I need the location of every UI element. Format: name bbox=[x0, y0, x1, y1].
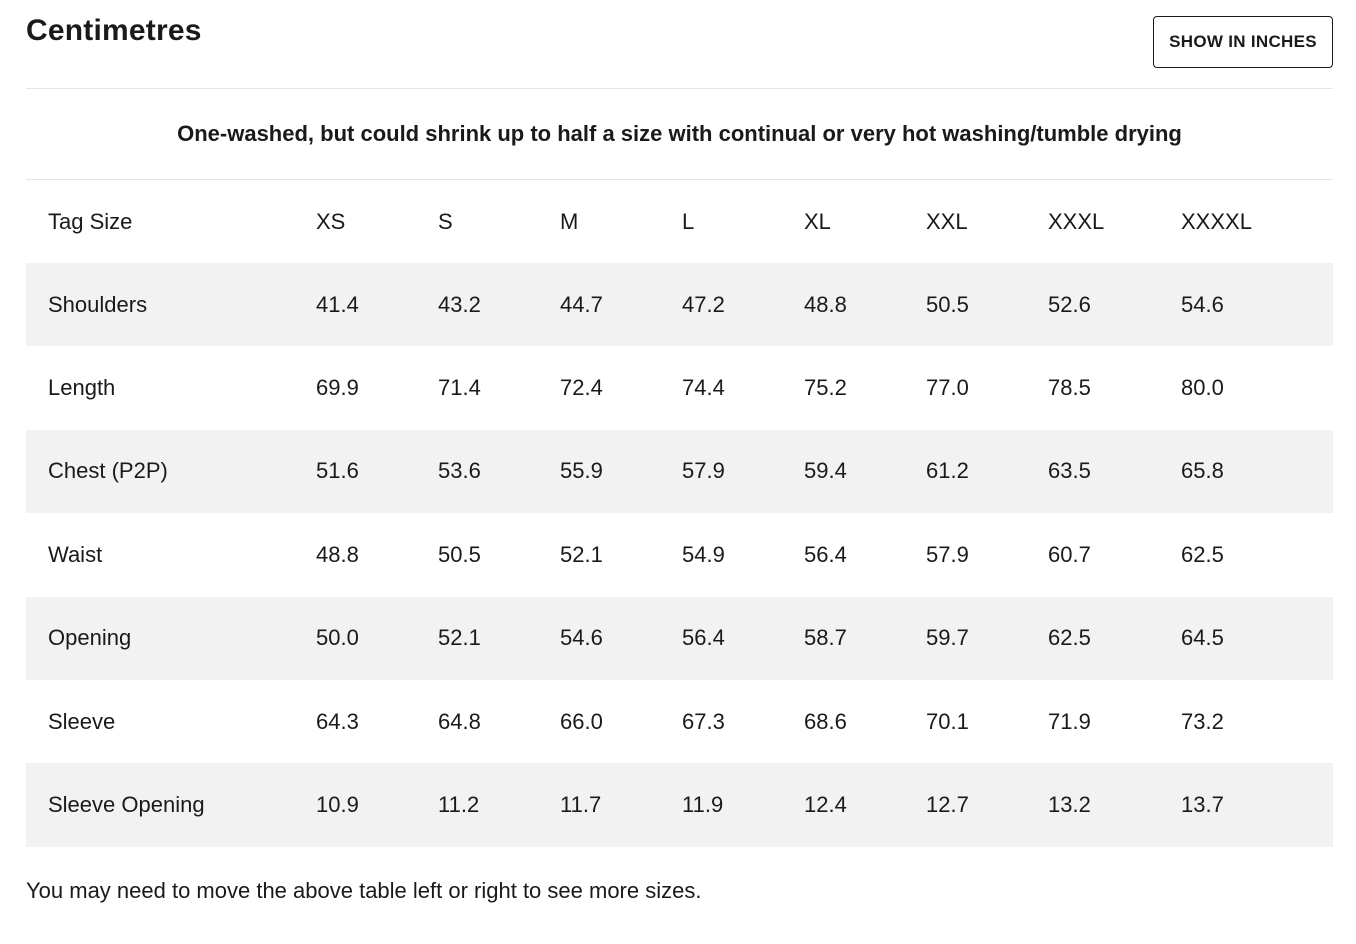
measurement-value: 11.7 bbox=[560, 792, 602, 818]
measurement-value: 13.2 bbox=[1048, 792, 1091, 818]
measurement-label: Waist bbox=[48, 541, 103, 567]
measurement-value: 60.7 bbox=[1048, 541, 1091, 567]
measurement-value: 62.5 bbox=[1048, 625, 1091, 651]
size-table-body: Shoulders 41.4 43.2 44.7 47.2 48.8 50.5 52.6 54.… bbox=[26, 263, 1333, 847]
size-header-cell: L bbox=[682, 208, 695, 234]
table-row: Opening 50.0 52.1 54.6 56.4 58.7 59.7 62.5 64.5 bbox=[26, 596, 1333, 680]
size-header-row: Tag Size XS S M L XL XXL XXXL XXXXL bbox=[26, 180, 1333, 263]
measurement-value: 64.5 bbox=[1181, 625, 1224, 651]
measurement-value: 71.9 bbox=[1048, 708, 1091, 734]
measurement-value: 13.7 bbox=[1181, 792, 1224, 818]
table-row: Length 69.9 71.4 72.4 74.4 75.2 77.0 78.5 80.0 bbox=[26, 346, 1333, 429]
measurement-value: 64.8 bbox=[438, 708, 481, 734]
measurement-value: 66.0 bbox=[560, 708, 603, 734]
measurement-value: 44.7 bbox=[560, 291, 603, 317]
measurement-value: 11.2 bbox=[438, 792, 480, 818]
measurement-value: 69.9 bbox=[316, 375, 359, 401]
measurement-value: 12.4 bbox=[804, 792, 847, 818]
measurement-value: 75.2 bbox=[804, 375, 847, 401]
measurement-value: 52.1 bbox=[438, 625, 481, 651]
measurement-label: Length bbox=[48, 375, 116, 401]
measurement-value: 54.6 bbox=[560, 625, 603, 651]
measurement-value: 51.6 bbox=[316, 458, 359, 484]
size-header-cell: XL bbox=[804, 208, 831, 234]
measurement-label: Shoulders bbox=[48, 291, 148, 317]
measurement-value: 67.3 bbox=[682, 708, 725, 734]
measurement-value: 57.9 bbox=[926, 541, 969, 567]
size-header-cell: M bbox=[560, 208, 579, 234]
measurement-value: 54.9 bbox=[682, 541, 725, 567]
measurement-value: 65.8 bbox=[1181, 458, 1224, 484]
measurement-label: Chest (P2P) bbox=[48, 458, 168, 484]
measurement-value: 73.2 bbox=[1181, 708, 1224, 734]
table-row: Shoulders 41.4 43.2 44.7 47.2 48.8 50.5 52.6 54.… bbox=[26, 263, 1333, 347]
measurement-value: 77.0 bbox=[926, 375, 969, 401]
measurement-value: 55.9 bbox=[560, 458, 603, 484]
measurement-value: 41.4 bbox=[316, 291, 359, 317]
measurement-value: 71.4 bbox=[438, 375, 481, 401]
measurement-value: 47.2 bbox=[682, 291, 725, 317]
table-row: Waist 48.8 50.5 52.1 54.9 56.4 57.9 60.7 62.5 bbox=[26, 513, 1333, 596]
unit-title: Centimetres bbox=[26, 14, 202, 47]
measurement-value: 52.1 bbox=[560, 541, 603, 567]
measurement-value: 62.5 bbox=[1181, 541, 1224, 567]
measurement-value: 11.9 bbox=[682, 792, 724, 818]
measurement-value: 50.5 bbox=[438, 541, 481, 567]
measurement-value: 48.8 bbox=[804, 291, 847, 317]
measurement-value: 43.2 bbox=[438, 291, 481, 317]
measurement-value: 59.4 bbox=[804, 458, 847, 484]
measurement-value: 54.6 bbox=[1181, 291, 1224, 317]
size-chart-header: Centimetres SHOW IN INCHES bbox=[26, 0, 1333, 89]
measurement-value: 63.5 bbox=[1048, 458, 1091, 484]
measurement-label: Opening bbox=[48, 625, 132, 651]
size-header-cell: XXXL bbox=[1048, 208, 1105, 234]
measurement-value: 70.1 bbox=[926, 708, 969, 734]
measurement-value: 50.5 bbox=[926, 291, 969, 317]
measurement-value: 74.4 bbox=[682, 375, 725, 401]
measurement-value: 56.4 bbox=[682, 625, 725, 651]
table-row: Chest (P2P) 51.6 53.6 55.9 57.9 59.4 61.2 63.5 6… bbox=[26, 429, 1333, 514]
measurement-value: 48.8 bbox=[316, 541, 359, 567]
size-header-cell: XS bbox=[316, 208, 346, 234]
measurement-label: Sleeve Opening bbox=[48, 792, 205, 818]
measurement-value: 12.7 bbox=[926, 792, 969, 818]
show-in-inches-button[interactable]: SHOW IN INCHES bbox=[1153, 16, 1333, 68]
table-row: Sleeve Opening 10.9 11.2 11.7 11.9 12.4 12.7 13… bbox=[26, 763, 1333, 847]
measurement-value: 10.9 bbox=[316, 792, 359, 818]
measurement-label: Sleeve bbox=[48, 708, 116, 734]
measurement-value: 78.5 bbox=[1048, 375, 1091, 401]
table-row: Sleeve 64.3 64.8 66.0 67.3 68.6 70.1 71.9 73.2 bbox=[26, 680, 1333, 763]
size-header-cell: S bbox=[438, 208, 453, 234]
tag-size-header: Tag Size bbox=[48, 208, 133, 234]
size-header-cell: XXXXL bbox=[1181, 208, 1252, 234]
size-header-cell: XXL bbox=[926, 208, 968, 234]
measurement-value: 64.3 bbox=[316, 708, 359, 734]
measurement-value: 72.4 bbox=[560, 375, 603, 401]
scroll-hint: You may need to move the above table lef… bbox=[26, 878, 702, 903]
measurement-value: 50.0 bbox=[316, 625, 359, 651]
measurement-value: 53.6 bbox=[438, 458, 481, 484]
measurement-value: 52.6 bbox=[1048, 291, 1091, 317]
measurement-value: 59.7 bbox=[926, 625, 969, 651]
measurement-value: 57.9 bbox=[682, 458, 725, 484]
measurement-value: 58.7 bbox=[804, 625, 847, 651]
measurement-value: 56.4 bbox=[804, 541, 847, 567]
measurement-value: 80.0 bbox=[1181, 375, 1224, 401]
shrinkage-note: One-washed, but could shrink up to half … bbox=[26, 88, 1333, 180]
measurement-value: 68.6 bbox=[804, 708, 847, 734]
measurement-value: 61.2 bbox=[926, 458, 969, 484]
size-table[interactable]: Tag Size XS S M L XL XXL XXXL XXXXL Shou… bbox=[26, 180, 1333, 847]
